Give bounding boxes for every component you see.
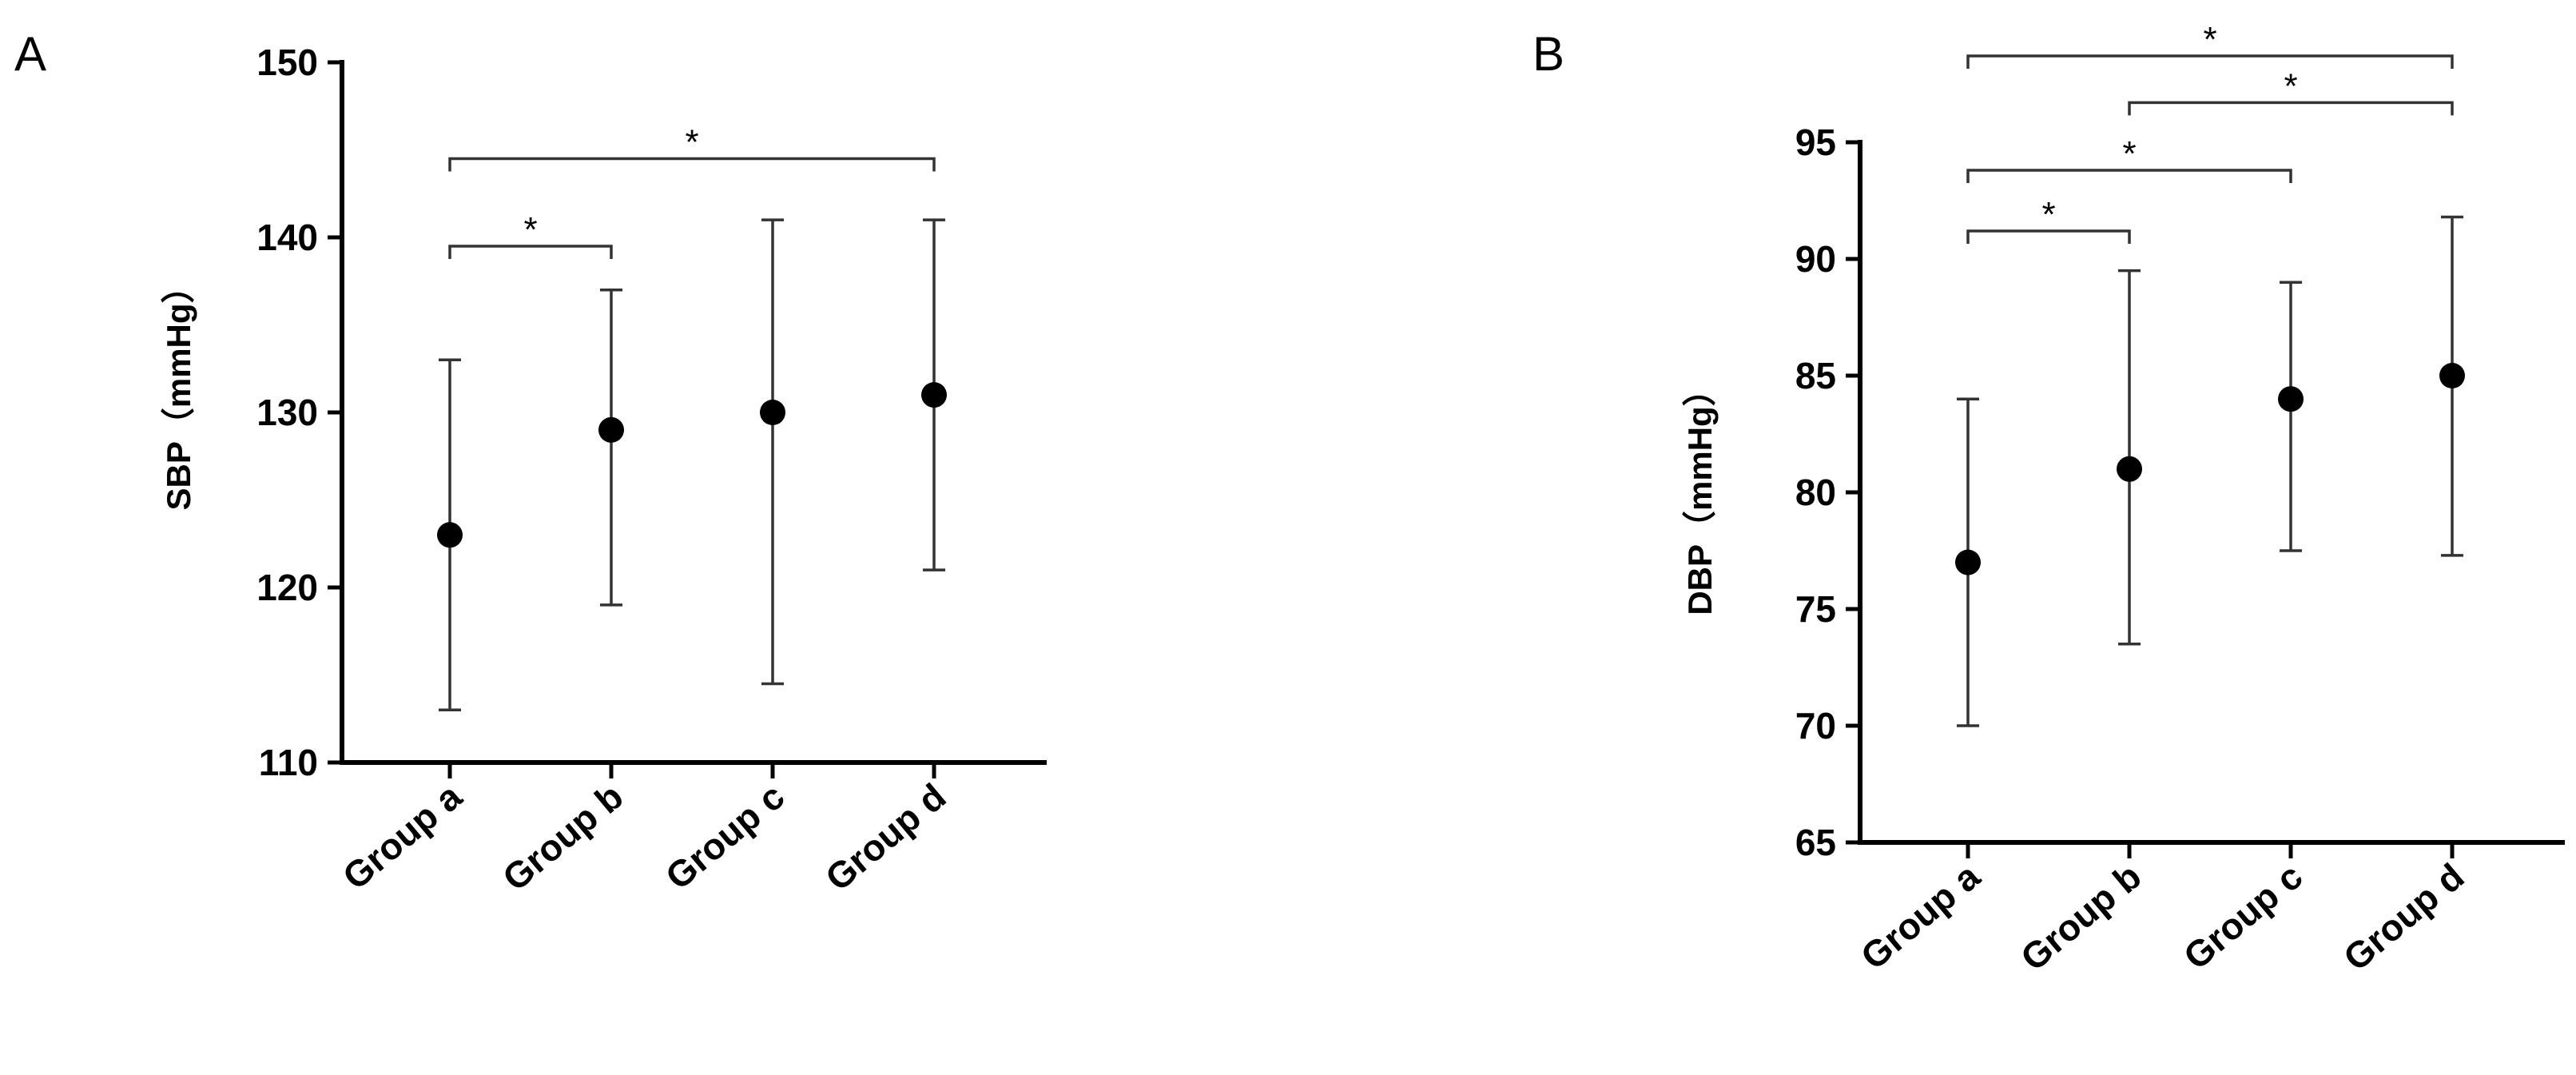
y-tick-label-b: 90	[1795, 238, 1836, 280]
significance-bracket-b	[1966, 169, 2292, 184]
panel-letter-a: A	[14, 27, 46, 81]
significance-bracket-a	[448, 245, 613, 259]
significance-star-b: *	[2122, 134, 2136, 173]
plot-area-b: 65 70 75 80 85 90 95 Group a Group b Group c Group…	[1795, 20, 2565, 979]
x-tick-label-a: Group b	[495, 775, 630, 899]
y-tick-label-b: 80	[1795, 472, 1836, 513]
panel-letter-b: B	[1532, 27, 1564, 81]
y-tick-label-b: 85	[1795, 355, 1836, 396]
significance-star-b: *	[2203, 20, 2216, 59]
y-tick-label-a: 130	[256, 392, 318, 433]
data-point-a	[437, 522, 463, 548]
significance-star-a: *	[523, 210, 537, 249]
x-tick-label-b: Group a	[1853, 855, 1988, 977]
data-point-a	[598, 416, 624, 443]
data-point-b	[1955, 549, 1981, 575]
x-tick-label-b: Group d	[2335, 855, 2471, 979]
significance-bracket-b	[1966, 229, 2131, 244]
plot-area-a: 110 120 130 140 150 Group a Group b Group c Grou…	[256, 42, 1047, 899]
data-point-b	[2117, 456, 2142, 482]
y-tick-label-a: 110	[259, 742, 318, 783]
x-tick-label-a: Group c	[658, 775, 793, 898]
significance-star-b: *	[2284, 66, 2297, 106]
data-point-b	[2439, 363, 2465, 388]
y-tick-label-b: 70	[1795, 705, 1836, 747]
x-tick-label-b: Group c	[2176, 855, 2311, 977]
y-tick-label-b: 95	[1795, 121, 1836, 163]
significance-bracket-b	[1966, 54, 2454, 69]
y-axis-title-b: DBP（mmHg）	[1681, 372, 1719, 615]
y-tick-label-b: 65	[1795, 822, 1836, 863]
panel-b: B DBP（mmHg） 65 70 75 80 85 90 95 Group a Group b…	[1532, 20, 2565, 979]
x-tick-label-a: Group d	[817, 775, 953, 899]
y-tick-label-b: 75	[1795, 588, 1836, 630]
data-point-a	[921, 382, 947, 408]
y-axis-title-a: SBP（mmHg）	[160, 269, 197, 510]
significance-bracket-b	[2128, 101, 2454, 116]
significance-bracket-a	[448, 157, 936, 172]
x-tick-label-b: Group b	[2013, 855, 2149, 979]
significance-star-a: *	[685, 122, 698, 161]
x-tick-label-a: Group a	[335, 775, 470, 898]
data-point-b	[2278, 386, 2304, 412]
y-tick-label-a: 120	[256, 567, 318, 608]
data-point-a	[760, 400, 785, 425]
y-tick-label-a: 140	[256, 217, 318, 258]
significance-star-b: *	[2041, 195, 2055, 234]
y-tick-label-a: 150	[256, 42, 318, 83]
